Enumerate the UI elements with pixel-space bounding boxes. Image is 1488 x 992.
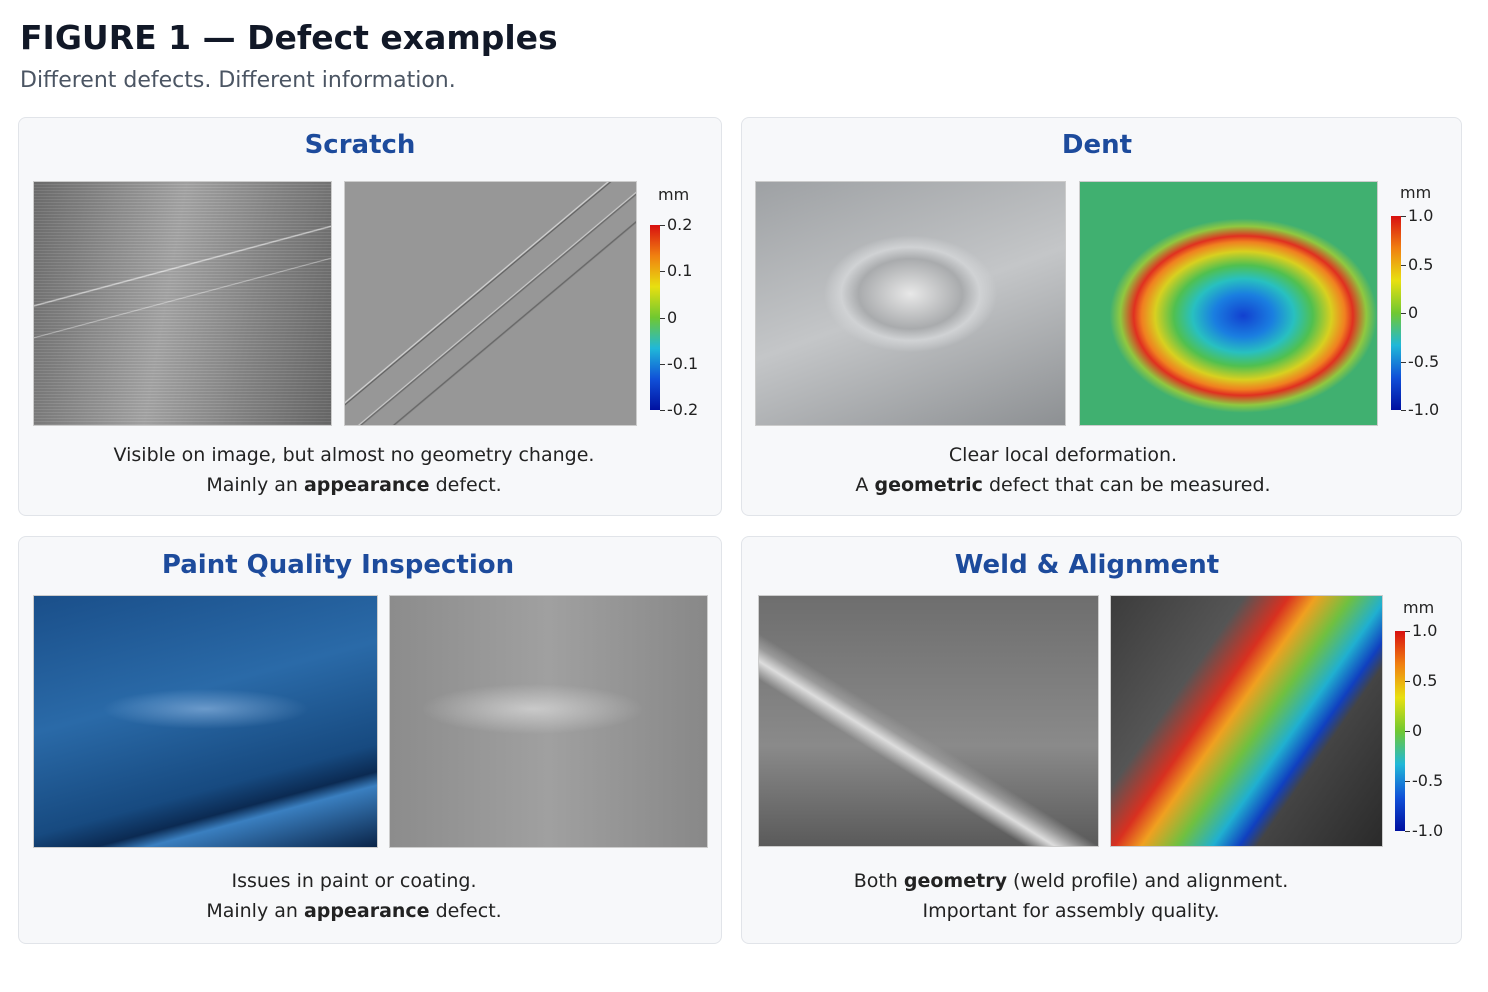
caption-line: A geometric defect that can be measured. [855,474,1270,496]
caption-text: defect. [429,900,502,922]
colorbar-unit: mm [1403,598,1435,617]
colorbar-tick [1401,361,1406,363]
caption-emphasis: geometry [903,870,1007,892]
panel-title: Paint Quality Inspection [161,550,515,580]
colorbar-tick [660,410,665,411]
defect-image [33,181,332,426]
colorbar-tick [1405,831,1410,832]
colorbar-tick-label: 1.0 [1412,621,1438,640]
caption-text: Visible on image, but almost no geometry… [113,444,595,466]
colorbar-tick [660,271,665,273]
colorbar-tick-label: 0 [1412,721,1423,740]
colorbar-tick [660,225,665,226]
colorbar-tick [660,363,665,365]
colorbar-tick-label: 0.5 [1408,254,1434,274]
defect-image [1079,181,1378,426]
caption-text: defect that can be measured. [982,474,1271,496]
colorbar [1395,631,1405,831]
colorbar-unit: mm [658,185,690,204]
colorbar-tick-label: 0.2 [667,215,693,234]
defect-image [33,595,378,848]
colorbar-unit: mm [1400,183,1432,202]
panel-title: Weld & Alignment [954,550,1220,580]
colorbar-tick [1405,731,1410,732]
colorbar-tick [1405,681,1410,682]
caption-text: Mainly an [206,900,304,922]
colorbar-tick-label: -1.0 [1408,400,1440,419]
caption-emphasis: appearance [303,474,430,496]
caption-emphasis: geometric [874,474,983,496]
defect-image [389,595,708,848]
defect-image [344,181,637,426]
caption-line: Mainly an appearance defect. [206,474,501,496]
caption-text: (weld profile) and alignment. [1006,870,1289,892]
colorbar-tick-label: 0 [1408,303,1419,322]
colorbar-tick [660,317,665,319]
caption-text: Important for assembly quality. [922,900,1220,922]
caption-text: Issues in paint or coating. [231,870,477,892]
colorbar-tick-label: 0.5 [1412,671,1438,690]
caption-line: Issues in paint or coating. [231,870,476,892]
caption-text: Mainly an [206,474,304,496]
caption-text: defect. [429,474,502,496]
caption-text: Both [853,870,904,892]
colorbar-tick-label: -0.1 [667,353,699,373]
caption-text: A [855,474,875,496]
panel-title: Scratch [304,130,416,160]
colorbar-tick-label: -0.5 [1408,351,1440,371]
colorbar-tick-label: 0 [667,307,678,327]
caption-emphasis: appearance [303,900,430,922]
defect-image [755,181,1066,426]
caption-line: Clear local deformation. [949,444,1177,466]
colorbar-tick [1401,313,1406,314]
figure-subtitle: Different defects. Different information… [20,68,456,93]
colorbar-tick-label: -1.0 [1412,821,1444,840]
colorbar-tick [1405,781,1410,782]
panel-title: Dent [1061,130,1133,160]
colorbar-tick-label: -0.2 [667,400,699,419]
colorbar-tick-label: 1.0 [1408,206,1434,225]
colorbar-tick [1401,264,1406,266]
caption-text: Clear local deformation. [948,444,1178,466]
colorbar-tick [1401,216,1406,217]
figure-title: FIGURE 1 — Defect examples [20,18,558,57]
defect-image [1110,595,1383,847]
caption-line: Important for assembly quality. [923,900,1220,922]
defect-image [758,595,1099,847]
caption-line: Visible on image, but almost no geometry… [114,444,595,466]
colorbar-tick-label: 0.1 [667,261,693,281]
colorbar-tick [1401,410,1406,411]
colorbar [1391,216,1401,410]
colorbar [650,225,660,410]
colorbar-tick-label: -0.5 [1412,771,1444,790]
colorbar-tick [1405,631,1410,632]
caption-line: Mainly an appearance defect. [206,900,501,922]
caption-line: Both geometry (weld profile) and alignme… [854,870,1289,892]
